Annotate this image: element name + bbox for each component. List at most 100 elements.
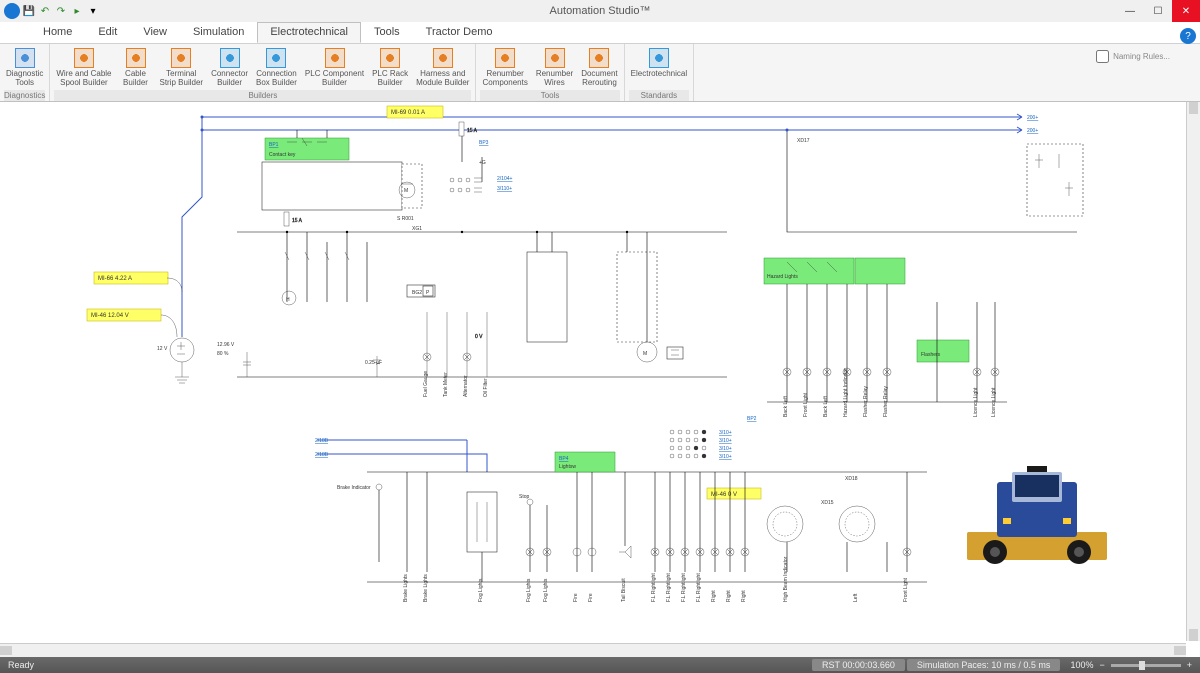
status-bar: Ready RST 00:00:03.660 Simulation Paces:…	[0, 657, 1200, 673]
component-label: Right	[741, 590, 747, 602]
ribbon-tab-view[interactable]: View	[130, 22, 180, 43]
svg-text:XG1: XG1	[412, 226, 422, 232]
svg-text:M: M	[643, 351, 647, 357]
svg-text:15 A: 15 A	[467, 128, 478, 134]
svg-text:BG2: BG2	[412, 290, 422, 296]
ribbon-tab-edit[interactable]: Edit	[85, 22, 130, 43]
maximize-button[interactable]: ☐	[1144, 0, 1172, 22]
ribbon-item[interactable]: Connection Box Builder	[254, 46, 299, 90]
ribbon-item[interactable]: Renumber Wires	[534, 46, 575, 90]
component-label: Flasher Relay	[883, 386, 889, 417]
svg-text:XD15: XD15	[821, 500, 834, 506]
component-label: Brake Lights	[423, 574, 429, 602]
component-label: F.L Rightlight	[666, 573, 672, 602]
svg-text:3/10+: 3/10+	[719, 446, 732, 452]
ribbon-tab-tractor-demo[interactable]: Tractor Demo	[413, 22, 506, 43]
ribbon-tab-electrotechnical[interactable]: Electrotechnical	[257, 22, 361, 43]
svg-text:80 %: 80 %	[217, 351, 229, 357]
svg-text:MI-46 12.04 V: MI-46 12.04 V	[91, 313, 129, 319]
ribbon-item[interactable]: PLC Component Builder	[303, 46, 366, 90]
component-label: Flasher Relay	[863, 386, 869, 417]
schematic-svg[interactable]: 200+ 200+ MI-69 0.01 A MI-66 4.22 A MI-4…	[0, 102, 1200, 657]
svg-text:XD18: XD18	[845, 476, 858, 482]
svg-text:15 A: 15 A	[292, 218, 303, 224]
svg-text:Lightsw: Lightsw	[559, 464, 576, 470]
zoom-in-icon[interactable]: +	[1187, 660, 1192, 670]
ribbon-item-label: Harness and Module Builder	[416, 70, 469, 88]
svg-text:MI-69 0.01 A: MI-69 0.01 A	[391, 110, 425, 116]
ribbon-item[interactable]: Cable Builder	[118, 46, 154, 90]
component-label: F.L Rightlight	[696, 573, 702, 602]
ribbon-item[interactable]: Document Rerouting	[579, 46, 619, 90]
play-icon[interactable]: ▸	[70, 4, 84, 18]
svg-text:BP4: BP4	[559, 456, 569, 462]
quick-access-toolbar: 💾 ↶ ↷ ▸ ▾	[4, 3, 100, 19]
ribbon-tab-simulation[interactable]: Simulation	[180, 22, 257, 43]
ribbon-icon	[74, 48, 94, 68]
component-label: Fog Lights	[543, 578, 549, 602]
redo-icon[interactable]: ↷	[54, 4, 68, 18]
vertical-scrollbar[interactable]	[1186, 102, 1200, 641]
svg-text:2/18B: 2/18B	[315, 452, 329, 458]
ribbon-item-label: Electrotechnical	[631, 70, 687, 79]
ribbon-icon	[380, 48, 400, 68]
ribbon-item[interactable]: Electrotechnical	[629, 46, 689, 90]
component-label: Tail Biscuit	[621, 578, 627, 602]
status-pace: Simulation Paces: 10 ms / 0.5 ms	[907, 659, 1061, 671]
ribbon-icon	[433, 48, 453, 68]
horizontal-scrollbar[interactable]	[0, 643, 1186, 657]
ribbon-item[interactable]: Diagnostic Tools	[4, 46, 45, 90]
undo-icon[interactable]: ↶	[38, 4, 52, 18]
component-label: Hazard Light Indicator	[843, 368, 849, 417]
ribbon-item-label: Connection Box Builder	[256, 70, 297, 88]
ribbon-icon	[649, 48, 669, 68]
ribbon-group-tools: Renumber Components Renumber WiresDocumen…	[476, 44, 624, 101]
ribbon-tab-tools[interactable]: Tools	[361, 22, 413, 43]
ribbon-item[interactable]: Harness and Module Builder	[414, 46, 471, 90]
svg-text:3/110+: 3/110+	[497, 186, 512, 192]
svg-text:2/104+: 2/104+	[497, 176, 513, 182]
minimize-button[interactable]: —	[1116, 0, 1144, 22]
ribbon-item[interactable]: Connector Builder	[209, 46, 250, 90]
save-icon[interactable]: 💾	[22, 4, 36, 18]
svg-text:0.25 µF: 0.25 µF	[365, 360, 382, 366]
status-ready: Ready	[0, 660, 812, 670]
zoom-slider[interactable]	[1111, 664, 1181, 667]
naming-checkbox[interactable]	[1096, 50, 1109, 63]
ribbon-item[interactable]: Terminal Strip Builder	[158, 46, 206, 90]
ribbon-item[interactable]: Wire and Cable Spool Builder	[54, 46, 113, 90]
ribbon-group-label: Diagnostics	[4, 90, 45, 101]
schematic-canvas[interactable]: 200+ 200+ MI-69 0.01 A MI-66 4.22 A MI-4…	[0, 102, 1200, 657]
close-button[interactable]: ✕	[1172, 0, 1200, 22]
svg-text:0 V: 0 V	[475, 334, 483, 340]
svg-text:+G: +G	[479, 160, 486, 166]
ribbon-group-label: Standards	[629, 90, 689, 101]
svg-text:2/18B: 2/18B	[315, 438, 329, 444]
ribbon-icon	[266, 48, 286, 68]
component-label: F.L Rightlight	[681, 573, 687, 602]
component-label: Licence Light	[991, 387, 997, 417]
component-label: Fire	[588, 593, 594, 602]
ribbon-item[interactable]: PLC Rack Builder	[370, 46, 410, 90]
arrow-200-1: 200+	[1027, 115, 1038, 121]
svg-text:Hazard Lights: Hazard Lights	[767, 274, 798, 280]
window-controls: — ☐ ✕	[1116, 0, 1200, 22]
ribbon-item-label: PLC Rack Builder	[372, 70, 408, 88]
svg-text:12 V: 12 V	[157, 346, 168, 352]
zoom-controls[interactable]: 100% − +	[1062, 660, 1200, 670]
svg-text:3/10+: 3/10+	[719, 438, 732, 444]
svg-text:M: M	[404, 188, 408, 194]
component-label: Back Left	[783, 396, 789, 417]
ribbon-icon	[15, 48, 35, 68]
app-logo-icon	[4, 3, 20, 19]
component-label: Brake Lights	[403, 574, 409, 602]
ribbon-tab-home[interactable]: Home	[30, 22, 85, 43]
naming-rules[interactable]: Naming Rules...	[1096, 50, 1170, 63]
ribbon-item[interactable]: Renumber Components	[480, 46, 529, 90]
component-label: Fuel Gauge	[423, 371, 429, 397]
zoom-out-icon[interactable]: −	[1099, 660, 1104, 670]
component-label: Licence Light	[973, 387, 979, 417]
ribbon-item-label: Renumber Components	[482, 70, 527, 88]
help-button[interactable]: ?	[1180, 28, 1196, 44]
ribbon-body: Diagnostic ToolsDiagnostics Wire and Cabl…	[0, 44, 1200, 102]
